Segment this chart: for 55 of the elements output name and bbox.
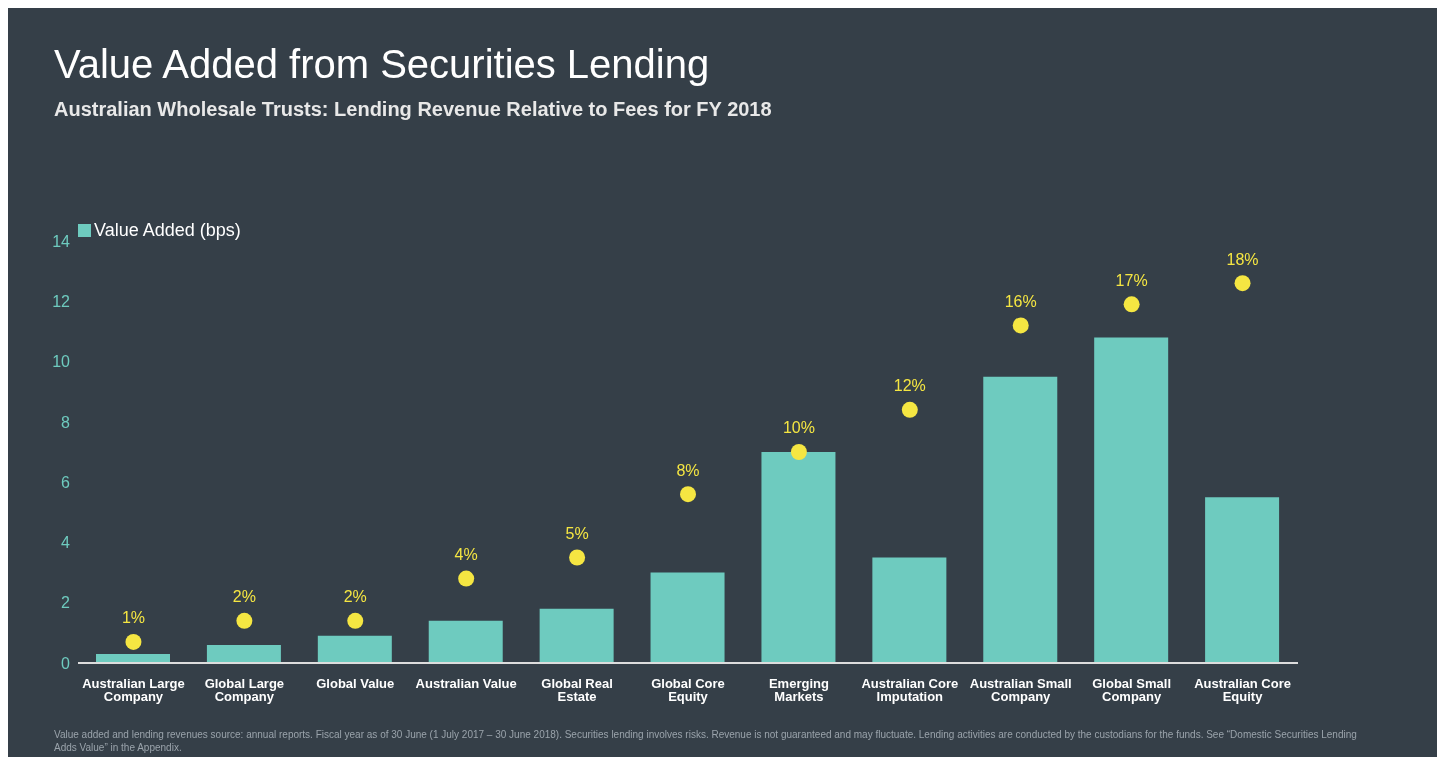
- y-tick-label: 12: [52, 292, 71, 310]
- data-label: 1%: [121, 609, 146, 627]
- x-tick-label: Australian Small Company: [969, 676, 1072, 705]
- bar: [650, 572, 725, 663]
- data-label: 18%: [1226, 250, 1259, 268]
- x-tick-label: Australian Large Company: [82, 676, 185, 705]
- x-tick-label: Australian Core Equity: [1194, 676, 1291, 705]
- bar: [872, 557, 947, 663]
- y-tick-label: 2: [61, 594, 71, 612]
- point: [790, 444, 807, 460]
- x-tick-label: Global Real Estate: [541, 676, 613, 705]
- bar: [983, 376, 1058, 663]
- point: [1012, 317, 1029, 334]
- data-label: 10%: [782, 419, 815, 437]
- y-tick-label: 0: [61, 654, 71, 672]
- bar: [428, 620, 503, 663]
- bar: [1205, 497, 1280, 663]
- bar: [1094, 337, 1169, 663]
- bar: [761, 452, 836, 663]
- point: [901, 401, 918, 418]
- data-label: 8%: [676, 461, 700, 479]
- y-tick-label: 8: [61, 413, 71, 431]
- data-label: 2%: [232, 588, 256, 606]
- x-tick-label: Australian Core Imputation: [861, 676, 959, 705]
- data-label: 4%: [454, 546, 478, 564]
- y-tick-label: 10: [52, 353, 71, 371]
- chart-title: Value Added from Securities Lending: [54, 42, 710, 87]
- x-tick-label: Australian Value: [415, 676, 517, 692]
- data-label: 2%: [343, 588, 367, 606]
- x-tick-label: Global Core Equity: [651, 676, 725, 705]
- y-tick-label: 14: [52, 232, 71, 250]
- point: [125, 633, 142, 650]
- bar: [317, 635, 392, 663]
- data-label: 12%: [893, 377, 926, 395]
- point: [1234, 275, 1251, 292]
- data-label: 16%: [1004, 292, 1037, 310]
- bar: [206, 644, 281, 663]
- chart-subtitle: Australian Wholesale Trusts: Lending Revenue Relative to Fees for FY 2018: [54, 98, 772, 121]
- bar: [539, 608, 614, 663]
- point: [680, 486, 696, 503]
- data-label: 17%: [1115, 271, 1148, 289]
- y-tick-label: 4: [61, 534, 71, 552]
- data-label: 5%: [565, 524, 589, 542]
- point: [236, 612, 253, 629]
- x-tick-label: Global Large Company: [204, 676, 285, 705]
- y-tick-label: 6: [61, 473, 71, 491]
- point: [347, 612, 364, 629]
- point: [458, 570, 475, 587]
- legend-label: Value Added (bps): [93, 220, 241, 241]
- x-tick-label: Global Small Company: [1092, 676, 1172, 705]
- x-tick-label: Emerging Markets: [768, 676, 829, 705]
- text: Value added and lending revenues source: annual reports. Fiscal year as of 30 June (1 July 2017 – 30 June 2018). Securities lending involves risks. Revenue is not guaranteed and may fluctuate. Lending activities are conducted by the custodians for the funds. See “Domestic Securities Lending Adds Value” in the Appendix.: [54, 728, 1358, 754]
- x-tick-label: Global Value: [316, 676, 395, 692]
- point: [1123, 296, 1140, 313]
- point: [569, 549, 586, 566]
